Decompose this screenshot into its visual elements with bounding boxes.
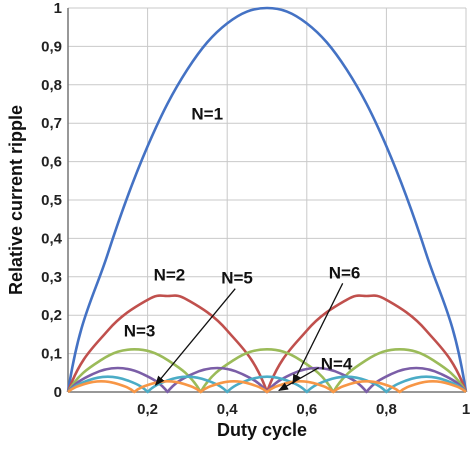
grid-layer	[68, 7, 466, 392]
annotations: N=1 N=2 N=3 N=5 N=6 N=4	[124, 104, 361, 392]
y-tick-label: 0,8	[41, 77, 62, 94]
y-tick-label: 0,1	[41, 346, 62, 363]
series-layer	[66, 6, 468, 394]
annotation-arrow	[278, 367, 320, 392]
y-tick-label: 1	[54, 0, 62, 17]
y-axis-title: Relative current ripple	[6, 105, 26, 295]
annotation-label: N=2	[154, 266, 186, 285]
annotation-arrow	[292, 283, 344, 385]
annotation-label: N=4	[321, 355, 353, 374]
x-tick-label: 0,6	[296, 401, 317, 418]
annotation-label: N=5	[221, 269, 253, 288]
series-line-n1	[66, 6, 468, 393]
tick-labels: 0 0,1 0,2 0,3 0,4 0,5 0,6 0,7 0,8 0,9 1 0,2 0,4 0,6 0,…	[41, 0, 470, 418]
annotation-label: N=3	[124, 322, 156, 341]
y-tick-label: 0,9	[41, 38, 62, 55]
annotation-label: N=6	[329, 263, 361, 282]
x-axis-title: Duty cycle	[217, 420, 307, 440]
y-tick-label: 0,5	[41, 192, 62, 209]
series-line-n6	[67, 380, 467, 394]
y-tick-label: 0,4	[41, 230, 63, 247]
y-tick-label: 0,7	[41, 115, 62, 132]
annotation-label: N=1	[191, 104, 223, 123]
x-tick-label: 0,2	[137, 401, 158, 418]
y-tick-label: 0,2	[41, 307, 62, 324]
x-tick-label: 0,8	[376, 401, 397, 418]
annotation-arrow	[154, 288, 236, 386]
y-tick-label: 0,6	[41, 154, 62, 171]
y-tick-label: 0,3	[41, 269, 62, 286]
y-tick-label: 0	[54, 384, 62, 401]
x-tick-label: 0,4	[217, 401, 239, 418]
series-line-n5	[67, 375, 467, 394]
series-line-n3	[66, 348, 468, 394]
x-tick-label: 1	[462, 401, 470, 418]
